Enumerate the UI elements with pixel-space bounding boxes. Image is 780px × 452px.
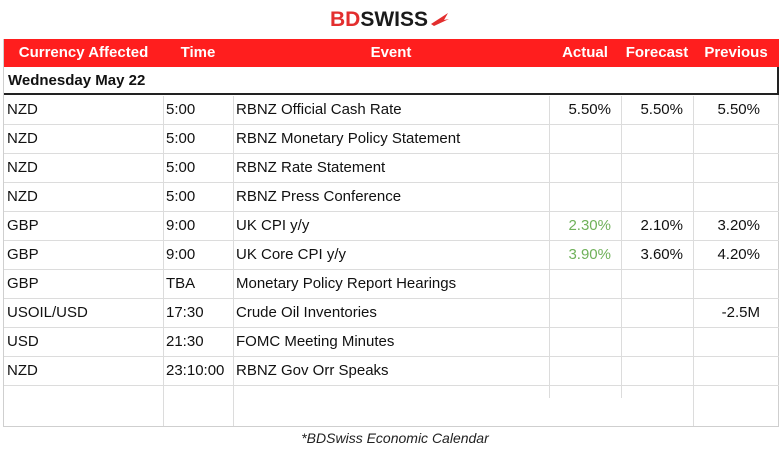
header-previous: Previous — [704, 44, 768, 61]
table-row: USD 21:30 FOMC Meeting Minutes — [4, 328, 779, 357]
cell-time: 5:00 — [166, 188, 196, 205]
table-row: USOIL/USD 17:30 Crude Oil Inventories -2.5M — [4, 299, 779, 328]
empty-row — [4, 386, 779, 415]
cell-previous — [696, 357, 760, 385]
cell-currency: USOIL/USD — [7, 304, 88, 321]
cell-event: RBNZ Gov Orr Speaks — [236, 362, 389, 379]
table-row: GBP 9:00 UK Core CPI y/y 3.90% 3.60% 4.20% — [4, 241, 779, 270]
cell-previous — [696, 125, 760, 153]
cell-time: 21:30 — [166, 333, 204, 350]
column-divider — [163, 96, 164, 426]
cell-event: RBNZ Monetary Policy Statement — [236, 130, 461, 147]
column-divider — [693, 96, 694, 426]
cell-forecast — [623, 328, 683, 356]
cell-actual: 3.90% — [568, 246, 611, 263]
table-row: NZD 5:00 RBNZ Monetary Policy Statement — [4, 125, 779, 154]
cell-actual: 2.30% — [568, 217, 611, 234]
footer-row: *BDSwiss Economic Calendar — [4, 424, 779, 452]
cell-currency: NZD — [7, 130, 38, 147]
cell-currency: GBP — [7, 275, 39, 292]
cell-event: RBNZ Press Conference — [236, 188, 402, 205]
cell-time: 9:00 — [166, 217, 196, 234]
cell-forecast: 5.50% — [640, 101, 683, 118]
brand-logo: BDSWISS — [0, 0, 780, 38]
cell-time: 5:00 — [166, 101, 196, 118]
cell-event: Monetary Policy Report Hearings — [236, 275, 457, 292]
cell-forecast — [623, 299, 683, 327]
cell-previous — [696, 270, 760, 298]
cell-event: UK Core CPI y/y — [236, 246, 347, 263]
calendar-source-note: *BDSwiss Economic Calendar — [301, 430, 489, 446]
cell-forecast — [623, 357, 683, 385]
table-row: NZD 5:00 RBNZ Rate Statement — [4, 154, 779, 183]
cell-currency: NZD — [7, 188, 38, 205]
cell-actual — [551, 154, 611, 182]
header-time: Time — [180, 44, 216, 61]
table-row: NZD 23:10:00 RBNZ Gov Orr Speaks — [4, 357, 779, 386]
cell-currency: USD — [7, 333, 39, 350]
cell-actual: 5.50% — [568, 101, 611, 118]
cell-currency: NZD — [7, 101, 38, 118]
cell-previous: -2.5M — [721, 304, 760, 321]
cell-time: 5:00 — [166, 159, 196, 176]
cell-forecast: 2.10% — [640, 217, 683, 234]
column-divider — [549, 96, 550, 398]
day-label: Wednesday May 22 — [4, 67, 779, 95]
cell-previous — [696, 183, 760, 211]
header-event: Event — [370, 44, 412, 61]
cell-forecast — [623, 183, 683, 211]
cell-event: UK CPI y/y — [236, 217, 310, 234]
cell-time: 17:30 — [166, 304, 204, 321]
table-header: Currency Affected Time Event Actual Fore… — [4, 39, 779, 67]
cell-actual — [551, 125, 611, 153]
economic-calendar-table: Currency Affected Time Event Actual Fore… — [3, 39, 779, 446]
cell-previous: 5.50% — [717, 101, 760, 118]
cell-currency: NZD — [7, 159, 38, 176]
cell-previous: 4.20% — [717, 246, 760, 263]
brand-wordmark: BDSWISS — [329, 7, 429, 31]
cell-event: FOMC Meeting Minutes — [236, 333, 395, 350]
cell-previous — [696, 328, 760, 356]
cell-actual — [551, 183, 611, 211]
cell-currency: GBP — [7, 246, 39, 263]
cell-actual — [551, 328, 611, 356]
cell-forecast — [623, 125, 683, 153]
cell-time: TBA — [166, 275, 196, 292]
cell-actual — [551, 270, 611, 298]
table-row: GBP TBA Monetary Policy Report Hearings — [4, 270, 779, 299]
cell-currency: GBP — [7, 217, 39, 234]
brand-swoosh-icon — [431, 13, 450, 26]
column-divider — [233, 96, 234, 426]
cell-event: RBNZ Rate Statement — [236, 159, 386, 176]
header-actual: Actual — [562, 44, 608, 61]
header-currency: Currency Affected — [18, 44, 149, 61]
cell-previous — [696, 154, 760, 182]
cell-actual — [551, 299, 611, 327]
cell-time: 23:10:00 — [166, 362, 225, 379]
cell-event: RBNZ Official Cash Rate — [236, 101, 402, 118]
cell-actual — [551, 357, 611, 385]
column-divider — [621, 96, 622, 398]
cell-forecast — [623, 270, 683, 298]
cell-time: 9:00 — [166, 246, 196, 263]
cell-currency: NZD — [7, 362, 38, 379]
table-row: GBP 9:00 UK CPI y/y 2.30% 2.10% 3.20% — [4, 212, 779, 241]
table-row: NZD 5:00 RBNZ Press Conference — [4, 183, 779, 212]
cell-forecast — [623, 154, 683, 182]
cell-time: 5:00 — [166, 130, 196, 147]
cell-previous: 3.20% — [717, 217, 760, 234]
cell-forecast: 3.60% — [640, 246, 683, 263]
cell-event: Crude Oil Inventories — [236, 304, 377, 321]
header-forecast: Forecast — [625, 44, 689, 61]
table-row: NZD 5:00 RBNZ Official Cash Rate 5.50% 5.50%… — [4, 96, 779, 125]
